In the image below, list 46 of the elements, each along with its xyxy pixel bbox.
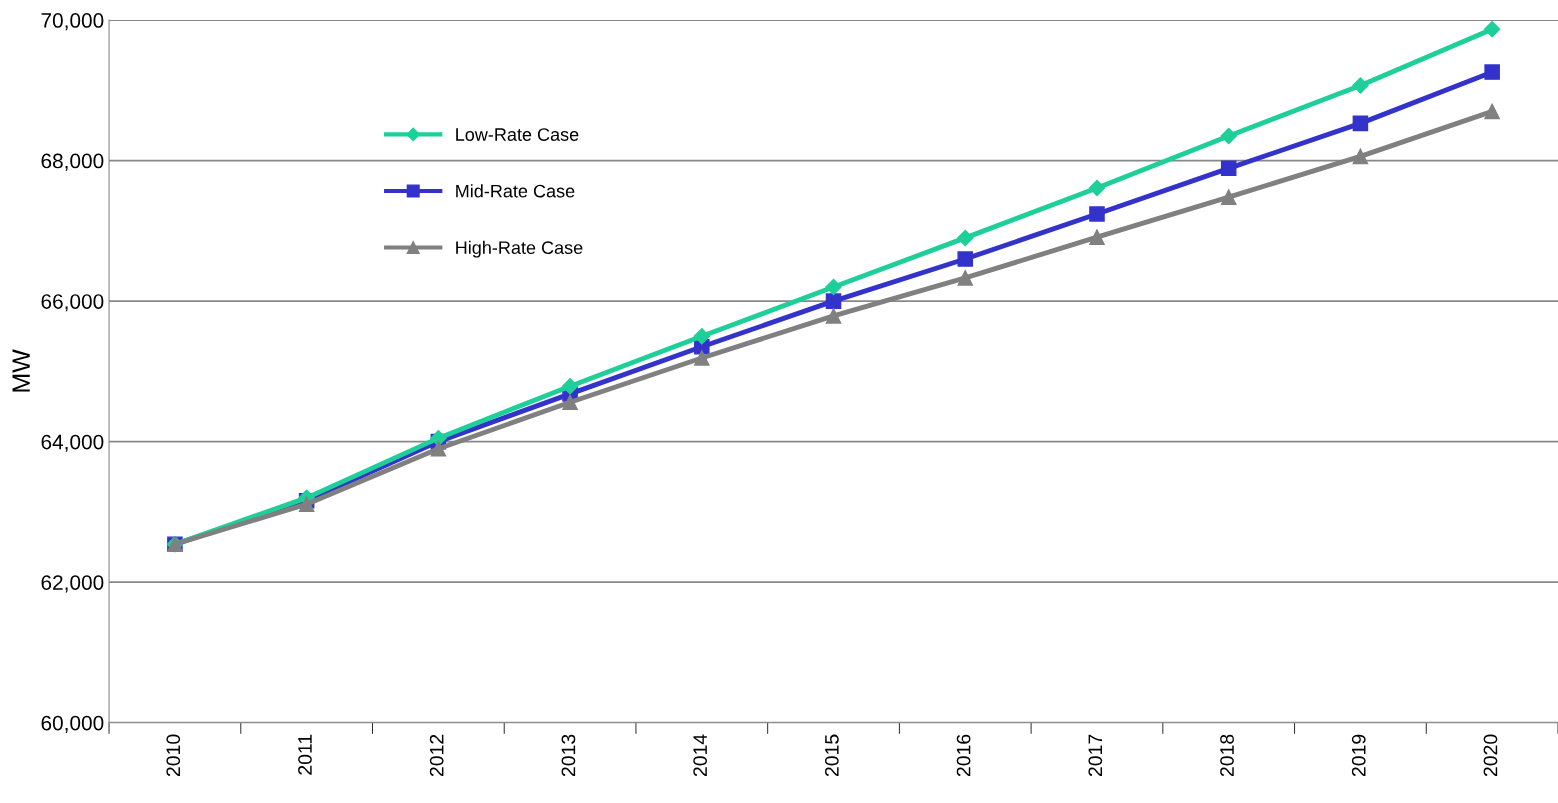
point xyxy=(957,270,974,286)
point xyxy=(1484,103,1500,120)
x-tick-label: 2016 xyxy=(956,734,971,777)
point xyxy=(1220,160,1237,177)
point xyxy=(1088,179,1106,197)
point xyxy=(957,229,974,247)
point xyxy=(430,440,447,457)
point xyxy=(1352,77,1369,94)
x-tick-label: 2010 xyxy=(166,734,181,777)
y-tick-label: 60,000 xyxy=(41,715,104,733)
point xyxy=(1220,127,1237,145)
point xyxy=(694,350,710,366)
y-tick-label: 62,000 xyxy=(41,575,104,593)
legend-label: High-Rate Case xyxy=(456,240,583,258)
x-tick-label: 2014 xyxy=(693,734,708,777)
point xyxy=(825,278,842,296)
point xyxy=(430,429,447,447)
point xyxy=(1220,189,1237,205)
point xyxy=(825,308,842,324)
x-tick-label: 2018 xyxy=(1220,734,1234,777)
y-tick-label: 70,000 xyxy=(41,13,104,31)
point xyxy=(561,377,579,395)
point xyxy=(1352,148,1369,165)
y-tick-label: 66,000 xyxy=(41,294,104,312)
point xyxy=(1089,206,1105,222)
point xyxy=(1483,21,1501,38)
x-tick-label: 2013 xyxy=(561,734,576,777)
y-tick-label: 64,000 xyxy=(41,434,104,452)
legend-label: Low-Rate Case xyxy=(456,128,579,141)
legend-label: Mid-Rate Case xyxy=(456,184,575,198)
point xyxy=(562,394,578,411)
x-tick-label: 2020 xyxy=(1483,734,1498,777)
x-tick-label: 2017 xyxy=(1088,734,1103,777)
point xyxy=(825,293,842,309)
point xyxy=(1352,115,1369,132)
x-tick-label: 2012 xyxy=(429,734,444,777)
x-tick-label: 2019 xyxy=(1351,734,1366,777)
point xyxy=(298,496,315,512)
x-tick-label: 2011 xyxy=(298,734,312,775)
point xyxy=(957,251,974,267)
x-tick-label: 2015 xyxy=(824,734,839,777)
point xyxy=(1484,64,1500,80)
point xyxy=(1089,229,1105,245)
point xyxy=(693,328,711,345)
y-axis-title: MW xyxy=(12,349,30,392)
y-tick-label: 68,000 xyxy=(41,153,104,171)
